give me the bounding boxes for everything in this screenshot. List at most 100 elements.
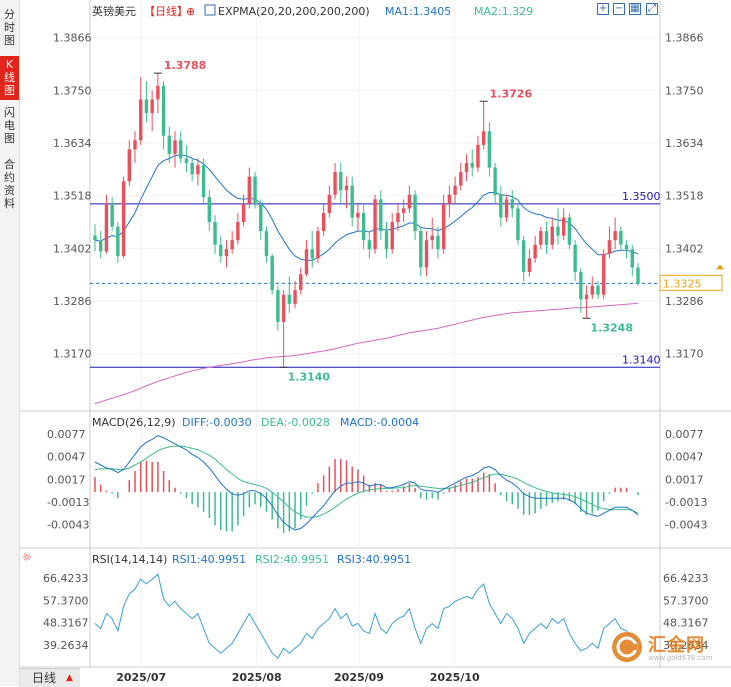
candle-body [613,231,617,241]
tab-flash-chart[interactable]: 闪电图 [4,106,15,145]
candle-body [179,140,183,159]
zoom-out-icon[interactable]: − [613,3,625,15]
period-label: 【日线】 [144,4,188,18]
candle-body [481,131,486,145]
candle-body [110,203,114,227]
candle-body [407,194,412,209]
low-label: 1.3248 [591,321,633,334]
candle-body [270,256,274,291]
candle-body [493,167,497,195]
current-price-label: 1.3325 [663,277,702,290]
candle-body [624,244,629,250]
rsi1-label: RSI1:40.9951 [172,553,246,566]
candle-body [573,244,577,272]
macd-tick-right: 0.0047 [665,451,704,464]
rsi-line [94,573,639,659]
candle-body [487,131,492,168]
macd-tick-left: 0.0077 [47,428,86,441]
high-label: 1.3788 [164,59,206,72]
price-tick-right: 1.3866 [665,32,704,45]
watermark-url: www.gold678.com [648,654,713,662]
candle-body [396,212,400,223]
rsi-tick-right: 39.2634 [663,639,709,652]
candle-body [504,199,509,218]
ma2-label: MA2:1.329 [474,5,533,18]
dea-line [94,445,639,518]
candle-body [116,226,120,257]
macd-tick-left: 0.0017 [47,473,86,486]
current-price-box [659,274,723,291]
candle-body [521,240,526,272]
rsi-settings-icon[interactable]: ☼ [22,551,32,564]
candle-body [390,222,394,250]
candle-body [230,240,234,250]
indicator-label: EXPMA(20,20,200,200,200) [218,5,370,18]
candle-body [453,185,457,195]
candle-body [304,249,309,275]
candle-body [224,249,229,257]
macd-dea-label: DEA:-0.0028 [261,416,330,429]
settings-icon[interactable]: ⊕ [186,5,195,18]
macd-tick-right: -0.0013 [665,496,707,509]
ma1-label: MA1:1.3405 [385,5,451,18]
macd-tick-right: -0.0043 [665,519,707,532]
candle-body [253,176,257,204]
candle-body [213,222,217,245]
candle-body [419,231,423,268]
candle-body [293,290,297,304]
zoom-in-icon[interactable]: + [597,3,609,15]
macd-tick-right: 0.0077 [665,428,704,441]
price-tick-left: 1.3866 [53,32,92,45]
chart-frame [20,0,731,668]
candle-body [236,222,240,241]
tab-time-sharing[interactable]: 分时图 [4,8,15,47]
price-tick-right: 1.3402 [665,242,704,255]
candle-body [259,203,263,232]
hline-lower-label: 1.3140 [622,353,661,366]
candle-body [602,253,606,295]
candle-body [207,197,212,223]
macd-diff-label: DIFF:-0.0030 [182,416,252,429]
price-tick-left: 1.3634 [53,137,92,150]
candle-body [441,203,446,250]
candle-body [436,235,440,250]
price-tick-right: 1.3286 [665,295,704,308]
candle-body [510,199,514,209]
candle-body [161,85,166,136]
macd-tick-left: -0.0013 [47,496,89,509]
candle-body [310,249,314,259]
candle-body [156,85,160,100]
candle-body [590,285,594,295]
candle-body [184,158,189,164]
candle-body [544,231,549,245]
candle-body [373,199,377,250]
candle-body [299,274,303,291]
grid-toggle-icon[interactable]: ▦ [629,3,641,15]
candle-body [276,290,280,322]
candle-body [264,231,269,257]
candle-body [556,226,560,236]
symbol-label: 英镑美元 [92,4,136,18]
macd-tick-left: 0.0047 [47,451,86,464]
date-tick: 2025/10 [430,671,480,684]
candle-body [447,194,452,204]
indicator-toggle-icon[interactable] [204,4,216,16]
caret-up-icon: ▲ [66,673,73,683]
macd-value-label: MACD:-0.0004 [340,416,419,429]
candle-body [219,244,223,257]
candle-body [367,240,372,250]
candle-body [93,235,97,241]
hline-upper-label: 1.3500 [622,190,661,203]
candle-body [127,149,131,182]
fullscreen-icon[interactable]: ⤢ [646,3,658,15]
rsi-tick-left: 57.3700 [43,594,89,607]
candle-body [321,212,326,232]
candle-body [344,185,349,191]
candle-body [327,194,332,213]
tab-contract-info[interactable]: 合约资料 [4,158,15,210]
candle-body [630,249,634,268]
price-tick-right: 1.3518 [665,190,704,203]
period-selector[interactable]: 日线 ▲ [20,668,80,687]
